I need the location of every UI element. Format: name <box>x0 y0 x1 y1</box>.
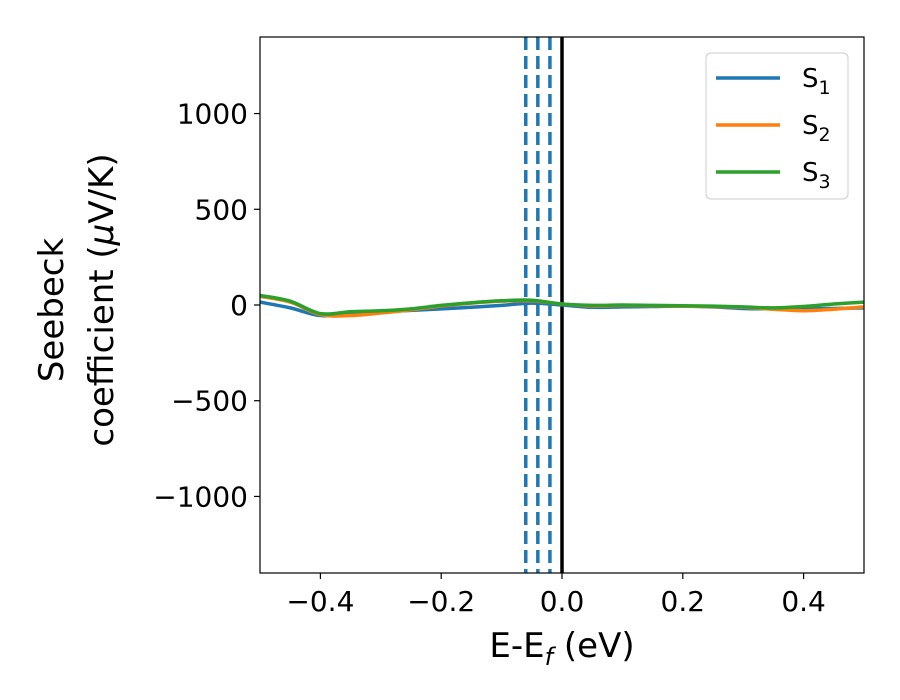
y-axis-label-line2: coefficient (μV/K) <box>82 153 122 446</box>
x-tick-label: 0.2 <box>661 585 706 618</box>
x-axis-ticks: −0.4 −0.2 0.0 0.2 0.4 <box>286 573 826 618</box>
series-lines <box>260 293 864 318</box>
y-tick-label: −1000 <box>153 480 248 513</box>
legend-label-s1: S1 <box>802 64 831 99</box>
y-axis-ticks: −1000 −500 0 500 1000 <box>153 98 260 513</box>
x-axis-label: E-Ef (eV) <box>489 626 634 671</box>
x-tick-label: 0.0 <box>540 585 585 618</box>
y-tick-label: 0 <box>230 289 248 322</box>
y-axis-label: Seebeck coefficient (μV/K) <box>32 153 122 446</box>
legend-label-s3: S3 <box>802 158 831 193</box>
x-tick-label: −0.2 <box>407 585 475 618</box>
y-tick-label: 1000 <box>177 98 248 131</box>
y-tick-label: 500 <box>195 193 248 226</box>
y-tick-label: −500 <box>171 385 248 418</box>
x-tick-label: −0.4 <box>286 585 354 618</box>
series-line-s3 <box>260 293 864 316</box>
legend-label-s2: S2 <box>802 111 831 146</box>
legend: S1 S2 S3 <box>705 52 849 200</box>
y-axis-label-line1: Seebeck <box>32 238 72 383</box>
x-tick-label: 0.4 <box>781 585 826 618</box>
